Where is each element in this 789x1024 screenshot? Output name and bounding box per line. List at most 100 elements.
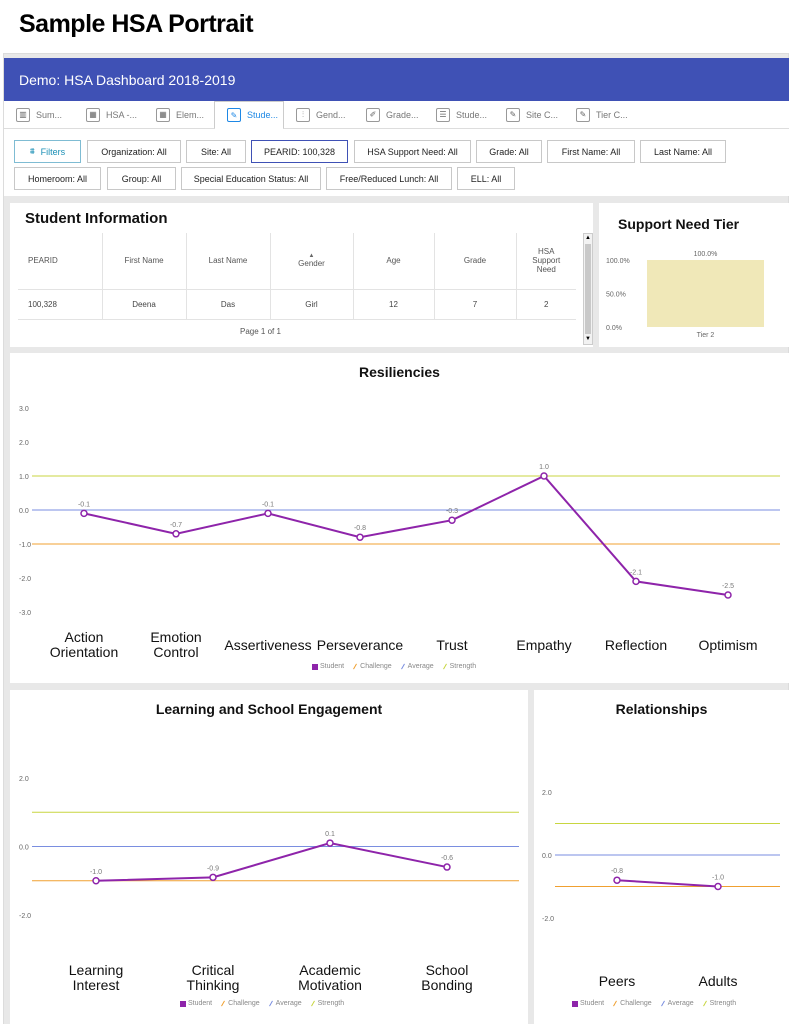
data-point[interactable] <box>172 530 180 538</box>
data-point[interactable] <box>443 863 451 871</box>
tab-label: HSA -... <box>106 109 138 120</box>
filter-site[interactable]: Site: All <box>186 140 246 163</box>
data-point[interactable] <box>714 882 722 891</box>
legend-strength: Strength <box>310 1000 344 1007</box>
scroll-thumb[interactable] <box>585 244 591 334</box>
tab-2[interactable]: ▦ Elem... <box>144 101 214 128</box>
filter-last-name[interactable]: Last Name: All <box>640 140 726 163</box>
y-tick-label: 2.0 <box>542 790 552 797</box>
tab-label: Site C... <box>526 109 559 120</box>
tab-5[interactable]: ✐ Grade... <box>354 101 424 128</box>
data-point[interactable] <box>540 472 548 480</box>
data-value-label: -1.0 <box>90 869 102 876</box>
filter-organization[interactable]: Organization: All <box>87 140 181 163</box>
relationships-legend: Student Challenge Average Strength <box>572 1000 736 1007</box>
data-point[interactable] <box>209 873 217 882</box>
x-category-label: Empathy <box>516 637 571 653</box>
column-header-gender[interactable]: ▲ Gender <box>270 233 354 290</box>
data-point[interactable] <box>264 509 272 518</box>
table-scrollbar[interactable]: ▲ ▼ <box>583 233 593 345</box>
data-point[interactable] <box>613 876 621 884</box>
data-point[interactable] <box>356 533 364 541</box>
column-header-gender-label: Gender <box>298 259 325 269</box>
resiliencies-title: Resiliencies <box>359 364 440 380</box>
y-tick-label: 2.0 <box>19 440 29 447</box>
x-category-label: Action Orientation <box>50 629 118 660</box>
column-header-hsa-support-need[interactable]: HSA Support Need <box>516 233 576 290</box>
filter-ell[interactable]: ELL: All <box>457 167 515 190</box>
column-header-last-name[interactable]: Last Name <box>186 233 271 290</box>
legend-student: Student <box>572 1000 604 1007</box>
tab-7[interactable]: ✎ Site C... <box>494 101 564 128</box>
column-header-grade[interactable]: Grade <box>434 233 517 290</box>
column-header-pearid[interactable]: PEARID <box>18 233 103 290</box>
filter-icon: ⩩ <box>29 146 35 156</box>
filter-free-reduced-lunch[interactable]: Free/Reduced Lunch: All <box>326 167 452 190</box>
data-point[interactable] <box>92 877 100 885</box>
filters-button[interactable]: ⩩ Filters <box>14 140 81 163</box>
legend-strength: Strength <box>442 663 476 670</box>
y-tick-label: 1.0 <box>19 474 29 481</box>
student-series-line <box>616 879 719 888</box>
cell-age: 12 <box>353 289 435 320</box>
student-series-line <box>95 842 448 882</box>
x-category-label: Emotion Control <box>150 629 201 660</box>
x-category-label: Adults <box>699 973 738 989</box>
bar-value-label: 100.0% <box>694 251 718 258</box>
tab-label: Sum... <box>36 109 63 120</box>
student-information-table: PEARID First Name Last Name ▲ Gender Age … <box>18 233 576 320</box>
tab-8[interactable]: ✎ Tier C... <box>564 101 634 128</box>
data-value-label: -0.1 <box>262 501 274 508</box>
tab-3[interactable]: ✎ Stude... <box>214 101 284 130</box>
tab-label: Gend... <box>316 109 346 120</box>
tab-0[interactable]: ▥ Sum... <box>4 101 74 128</box>
dashboard-title: Demo: HSA Dashboard 2018-2019 <box>19 72 236 88</box>
legend-student: Student <box>180 1000 212 1007</box>
y-tick-label: 0.0% <box>606 325 622 332</box>
learning-engagement-title: Learning and School Engagement <box>155 701 383 717</box>
data-point[interactable] <box>632 577 640 586</box>
scroll-down-icon[interactable]: ▼ <box>585 336 591 342</box>
data-point[interactable] <box>724 591 732 599</box>
grid-icon: ▦ <box>86 107 100 122</box>
column-header-age[interactable]: Age <box>353 233 435 290</box>
x-category-label: Critical Thinking <box>187 962 240 993</box>
filter-pearid[interactable]: PEARID: 100,328 <box>251 140 348 163</box>
filter-first-name[interactable]: First Name: All <box>547 140 635 163</box>
filter-hsa-support-need[interactable]: HSA Support Need: All <box>354 140 471 163</box>
y-tick-label: 0.0 <box>19 508 29 515</box>
y-tick-label: -2.0 <box>19 576 31 583</box>
learning-legend: Student Challenge Average Strength <box>180 1000 344 1007</box>
y-tick-label: 0.0 <box>19 845 29 852</box>
cell-first-name: Deena <box>102 289 187 320</box>
filter-group[interactable]: Group: All <box>107 167 176 190</box>
filter-grade[interactable]: Grade: All <box>476 140 542 163</box>
tab-bar: ▥ Sum... ▦ HSA -... ▦ Elem... ✎ Stude... ⫶ Gend..… <box>4 101 789 130</box>
tab-label: Tier C... <box>596 109 628 120</box>
x-category-label: Trust <box>436 637 467 653</box>
data-point[interactable] <box>448 516 456 524</box>
column-header-first-name[interactable]: First Name <box>102 233 187 290</box>
y-tick-label: 50.0% <box>606 292 626 299</box>
data-value-label: -0.8 <box>611 868 623 875</box>
scroll-up-icon[interactable]: ▲ <box>585 235 591 241</box>
data-value-label: -2.5 <box>722 583 734 590</box>
support-need-tier-chart: 100.0% 50.0% 0.0% 100.0% Tier 2 <box>606 251 764 339</box>
filter-homeroom[interactable]: Homeroom: All <box>14 167 101 190</box>
data-point[interactable] <box>326 839 334 847</box>
tab-4[interactable]: ⫶ Gend... <box>284 101 354 128</box>
filter-special-education-status[interactable]: Special Education Status: All <box>181 167 321 190</box>
resiliencies-chart: 3.0 2.0 1.0 0.0 -1.0 -2.0 -3.0 -0.1 -0.7 -0.1 -0.8… <box>19 406 780 660</box>
sliders-icon: ⫶ <box>296 107 310 122</box>
data-value-label: -2.1 <box>630 569 642 576</box>
student-information-title: Student Information <box>25 210 168 227</box>
bar-tier-2[interactable] <box>647 260 764 327</box>
learning-engagement-chart: 2.0 0.0 -2.0 -1.0 -0.9 0.1 -0.6 Learning Interes… <box>19 776 519 993</box>
tab-1[interactable]: ▦ HSA -... <box>74 101 144 128</box>
tab-6[interactable]: ☰ Stude... <box>424 101 494 128</box>
tab-label: Stude... <box>247 110 279 120</box>
table-row[interactable]: 100,328 Deena Das Girl 12 7 2 <box>18 289 576 320</box>
tab-label: Stude... <box>456 109 488 120</box>
filter-bar: ⩩ Filters Organization: All Site: All PE… <box>4 129 789 196</box>
data-point[interactable] <box>80 509 88 518</box>
